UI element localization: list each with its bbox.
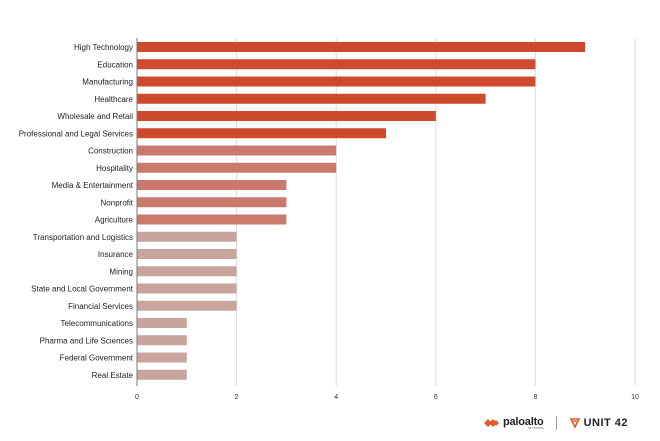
bars: [137, 42, 586, 380]
category-label: Real Estate: [92, 371, 134, 380]
bar: [137, 214, 287, 225]
x-tick-label: 0: [135, 394, 139, 401]
bar: [137, 318, 187, 328]
category-label: Hospitality: [96, 164, 133, 173]
bar: [137, 180, 287, 190]
bar: [137, 283, 237, 294]
bar: [137, 111, 436, 121]
x-tick-labels: 0 2 4 6 8 10: [135, 394, 639, 401]
bar: [137, 76, 536, 87]
bar: [137, 128, 386, 139]
category-label: Financial Services: [68, 302, 133, 311]
paloalto-subtext: NETWORKS: [527, 426, 544, 430]
paloalto-mark-icon: [484, 419, 499, 427]
x-tick-label: 8: [533, 394, 537, 401]
category-label: Pharma and Life Sciences: [40, 336, 133, 345]
category-label: Manufacturing: [82, 78, 133, 87]
footer-logos: paloalto NETWORKS UNIT 42: [484, 413, 628, 433]
bar: [137, 335, 187, 346]
category-label: Construction: [88, 147, 133, 156]
category-label: Federal Government: [60, 354, 134, 363]
category-label: Professional and Legal Services: [19, 129, 133, 138]
logo-divider: [555, 416, 557, 430]
bar: [137, 266, 237, 277]
x-tick-label: 2: [235, 394, 239, 401]
grid-lines: [236, 38, 636, 386]
bar: [137, 197, 287, 208]
bar: [137, 59, 536, 70]
x-tick-label: 6: [434, 394, 438, 401]
bar: [137, 352, 187, 363]
unit42-wordmark: UNIT 42: [583, 417, 629, 429]
category-label: Education: [97, 60, 133, 69]
bar: [137, 162, 337, 173]
category-label: Healthcare: [94, 95, 133, 104]
unit42-logo: UNIT 42: [569, 417, 628, 429]
category-label: Insurance: [98, 250, 134, 259]
bar: [137, 249, 237, 259]
paloalto-wordmark: paloalto: [503, 416, 544, 428]
x-tick-label: 4: [334, 394, 338, 401]
paloalto-logo: paloalto NETWORKS: [484, 416, 544, 430]
bar: [137, 42, 586, 52]
category-label: Transportation and Logistics: [33, 233, 133, 242]
category-label: Mining: [109, 267, 133, 276]
category-labels: High Technology Education Manufacturing Hea…: [19, 43, 134, 380]
category-label: High Technology: [74, 43, 133, 52]
category-label: Telecommunications: [61, 319, 133, 328]
category-label: Media & Entertainment: [52, 181, 134, 190]
bar: [137, 300, 237, 311]
category-label: Wholesale and Retail: [57, 112, 133, 121]
bar: [137, 93, 486, 104]
bar: [137, 369, 187, 380]
x-tick-label: 10: [631, 394, 639, 401]
bar: [137, 231, 237, 242]
bar: [137, 145, 337, 156]
category-label: Agriculture: [95, 216, 134, 225]
category-label: State and Local Government: [31, 285, 134, 294]
category-label: Nonprofit: [101, 198, 134, 207]
unit42-mark-icon: [569, 418, 580, 429]
